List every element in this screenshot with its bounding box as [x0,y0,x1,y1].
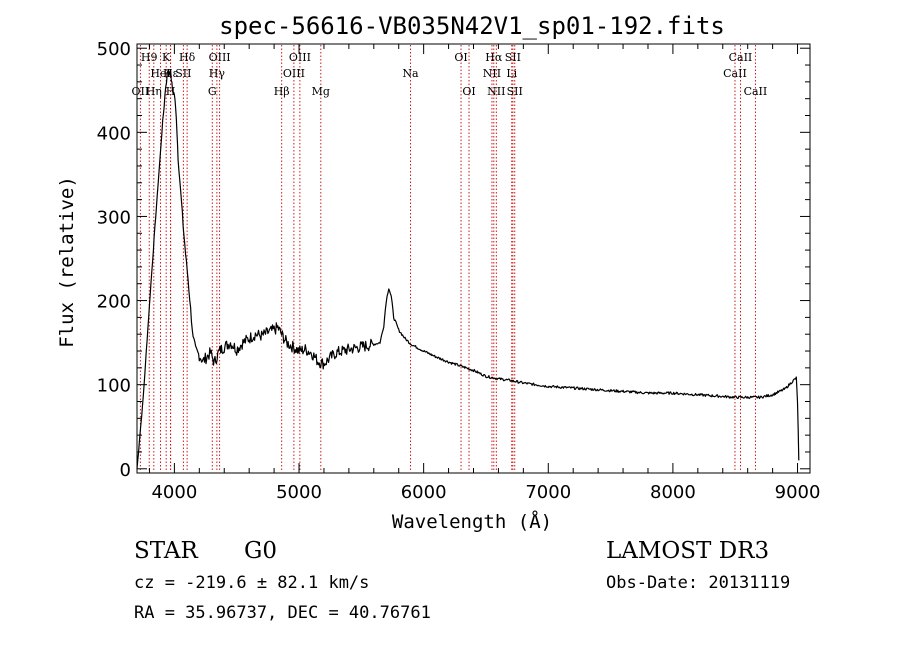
emission-line-markers [139,45,756,472]
line-label-7: SII [175,67,191,80]
line-label-15: Mg [312,85,330,98]
line-label-21: NII [487,85,505,98]
x-axis-ticks: 4000 5000 6000 7000 8000 9000 [148,44,821,503]
line-label-2: Hη [146,85,162,98]
x-tick-label: 8000 [650,482,696,503]
line-label-11: OIII [209,51,231,64]
line-label-24: SII [507,85,523,98]
line-label-20: Hα [485,51,503,64]
line-label-0: OII [132,85,150,98]
chart-title: spec-56616-VB035N42V1_sp01-192.fits [219,12,725,40]
line-label-10: Hγ [209,67,226,80]
line-label-9: G [208,85,217,98]
y-tick-label: 300 [97,207,131,228]
y-tick-label: 100 [97,376,131,397]
line-label-25: CaII [723,67,747,80]
y-axis-label: Flux (relative) [56,176,78,348]
plot-frame [136,43,811,474]
line-label-22: Li [506,67,517,80]
object-class: STAR [134,538,198,564]
line-label-27: CaII [744,85,768,98]
line-label-4: K [162,51,171,64]
line-label-18: OI [462,85,475,98]
obs-date: Obs-Date: 20131119 [606,573,791,593]
x-tick-label: 6000 [401,482,447,503]
line-label-17: OI [454,51,467,64]
line-label-1: H9 [141,51,158,64]
y-axis-ticks: 0 100 200 300 400 500 [97,39,810,481]
emission-line-labels: OIIH9HηHeIKHHεSIIHδGHγOIIIHβOIIIOIIIMgNa… [132,51,768,98]
x-tick-label: 9000 [775,482,821,503]
survey-name: LAMOST DR3 [606,538,770,564]
line-label-8: Hδ [179,51,196,64]
x-tick-label: 7000 [525,482,571,503]
line-label-23: SII [505,51,521,64]
spectrum-chart: spec-56616-VB035N42V1_sp01-192.fits OIIH… [56,12,821,533]
line-label-16: Na [402,67,419,80]
line-label-13: OIII [283,67,305,80]
flux-series-line [136,69,800,469]
redshift-readout: cz = -219.6 ± 82.1 km/s [134,573,370,593]
line-label-3: HeI [150,67,170,80]
line-label-14: OIII [289,51,311,64]
x-tick-label: 4000 [151,482,197,503]
subclass: G0 [244,538,278,564]
y-tick-label: 400 [97,123,131,144]
y-tick-label: 500 [97,39,131,60]
x-axis-label: Wavelength (Å) [392,510,552,533]
line-label-19: NII [483,67,501,80]
y-tick-label: 200 [97,292,131,313]
line-label-5: H [166,85,176,98]
line-label-26: CaII [729,51,753,64]
coordinates-readout: RA = 35.96737, DEC = 40.76761 [134,603,431,623]
y-tick-label: 0 [120,460,131,481]
line-label-12: Hβ [274,85,290,98]
x-tick-label: 5000 [276,482,322,503]
